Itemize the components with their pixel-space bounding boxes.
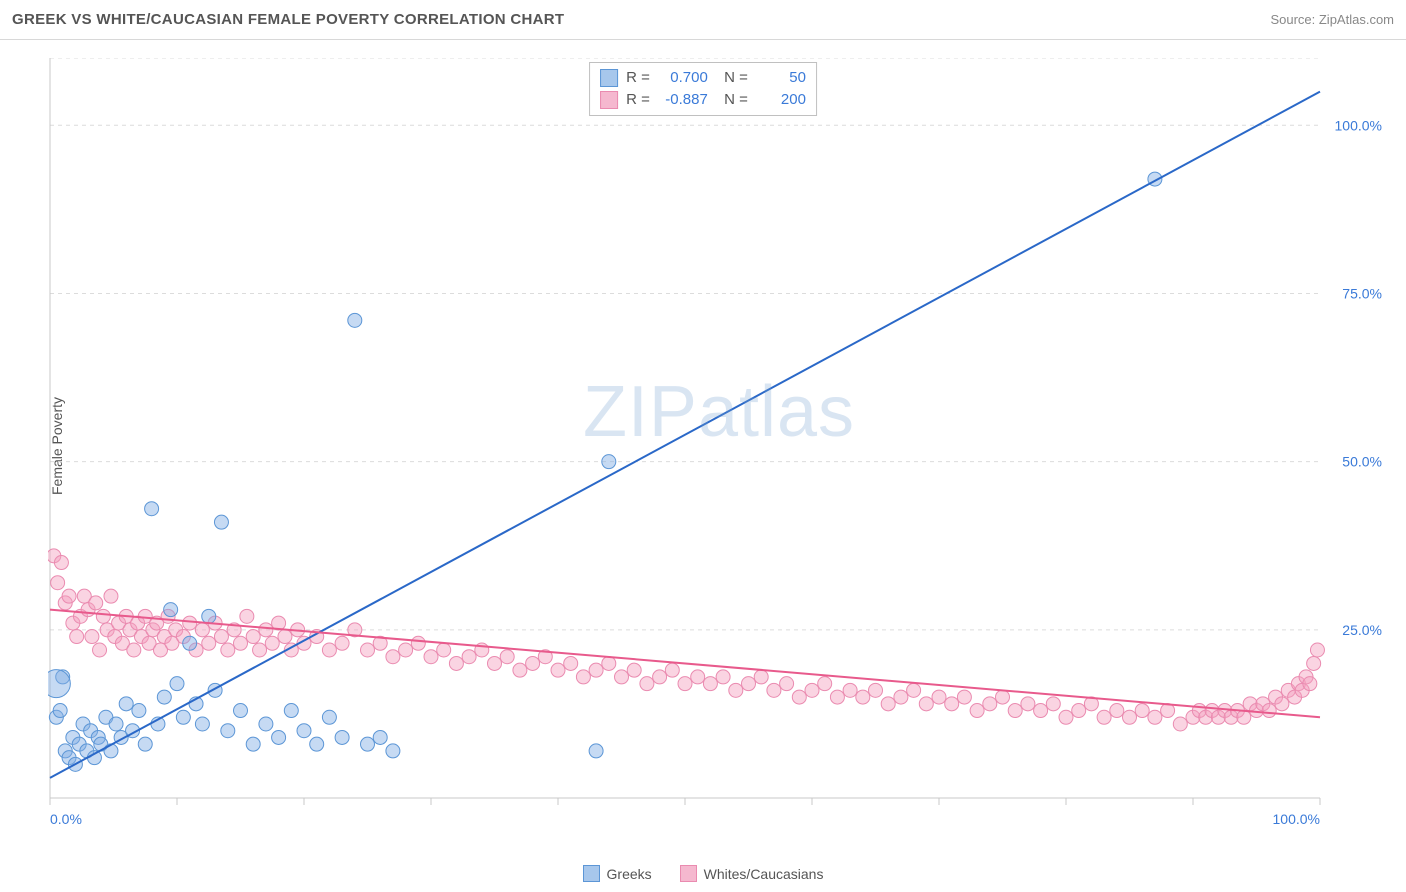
- plot-area: 25.0%50.0%75.0%100.0%0.0%100.0% ZIPatlas: [48, 58, 1390, 828]
- greeks-swatch: [600, 69, 618, 87]
- legend-greeks: Greeks: [583, 865, 652, 882]
- whites-r: -0.887: [658, 89, 708, 111]
- svg-text:100.0%: 100.0%: [1335, 117, 1382, 133]
- greeks-legend-swatch: [583, 865, 600, 882]
- whites-n: 200: [756, 89, 806, 111]
- scatter-plot: 25.0% 50.0% 75.0% 100.0% 0.0% 100.0%: [48, 58, 1390, 828]
- chart-source: Source: ZipAtlas.com: [1270, 12, 1394, 27]
- svg-text:100.0%: 100.0%: [1273, 811, 1320, 827]
- greeks-r: 0.700: [658, 67, 708, 89]
- chart-title: GREEK VS WHITE/CAUCASIAN FEMALE POVERTY …: [12, 11, 564, 28]
- svg-text:75.0%: 75.0%: [1342, 285, 1382, 301]
- svg-text:25.0%: 25.0%: [1342, 622, 1382, 638]
- legend-whites-label: Whites/Caucasians: [704, 866, 824, 882]
- greeks-n: 50: [756, 67, 806, 89]
- whites-swatch: [600, 91, 618, 109]
- svg-text:50.0%: 50.0%: [1342, 454, 1382, 470]
- whites-legend-swatch: [680, 865, 697, 882]
- bottom-legend: Greeks Whites/Caucasians: [0, 865, 1406, 882]
- legend-whites: Whites/Caucasians: [680, 865, 824, 882]
- svg-text:0.0%: 0.0%: [50, 811, 82, 827]
- stats-legend: R = 0.700 N = 50 R = -0.887 N = 200: [589, 62, 817, 116]
- stats-row-whites: R = -0.887 N = 200: [600, 89, 806, 111]
- chart-header: GREEK VS WHITE/CAUCASIAN FEMALE POVERTY …: [0, 0, 1406, 40]
- stats-row-greeks: R = 0.700 N = 50: [600, 67, 806, 89]
- legend-greeks-label: Greeks: [607, 866, 652, 882]
